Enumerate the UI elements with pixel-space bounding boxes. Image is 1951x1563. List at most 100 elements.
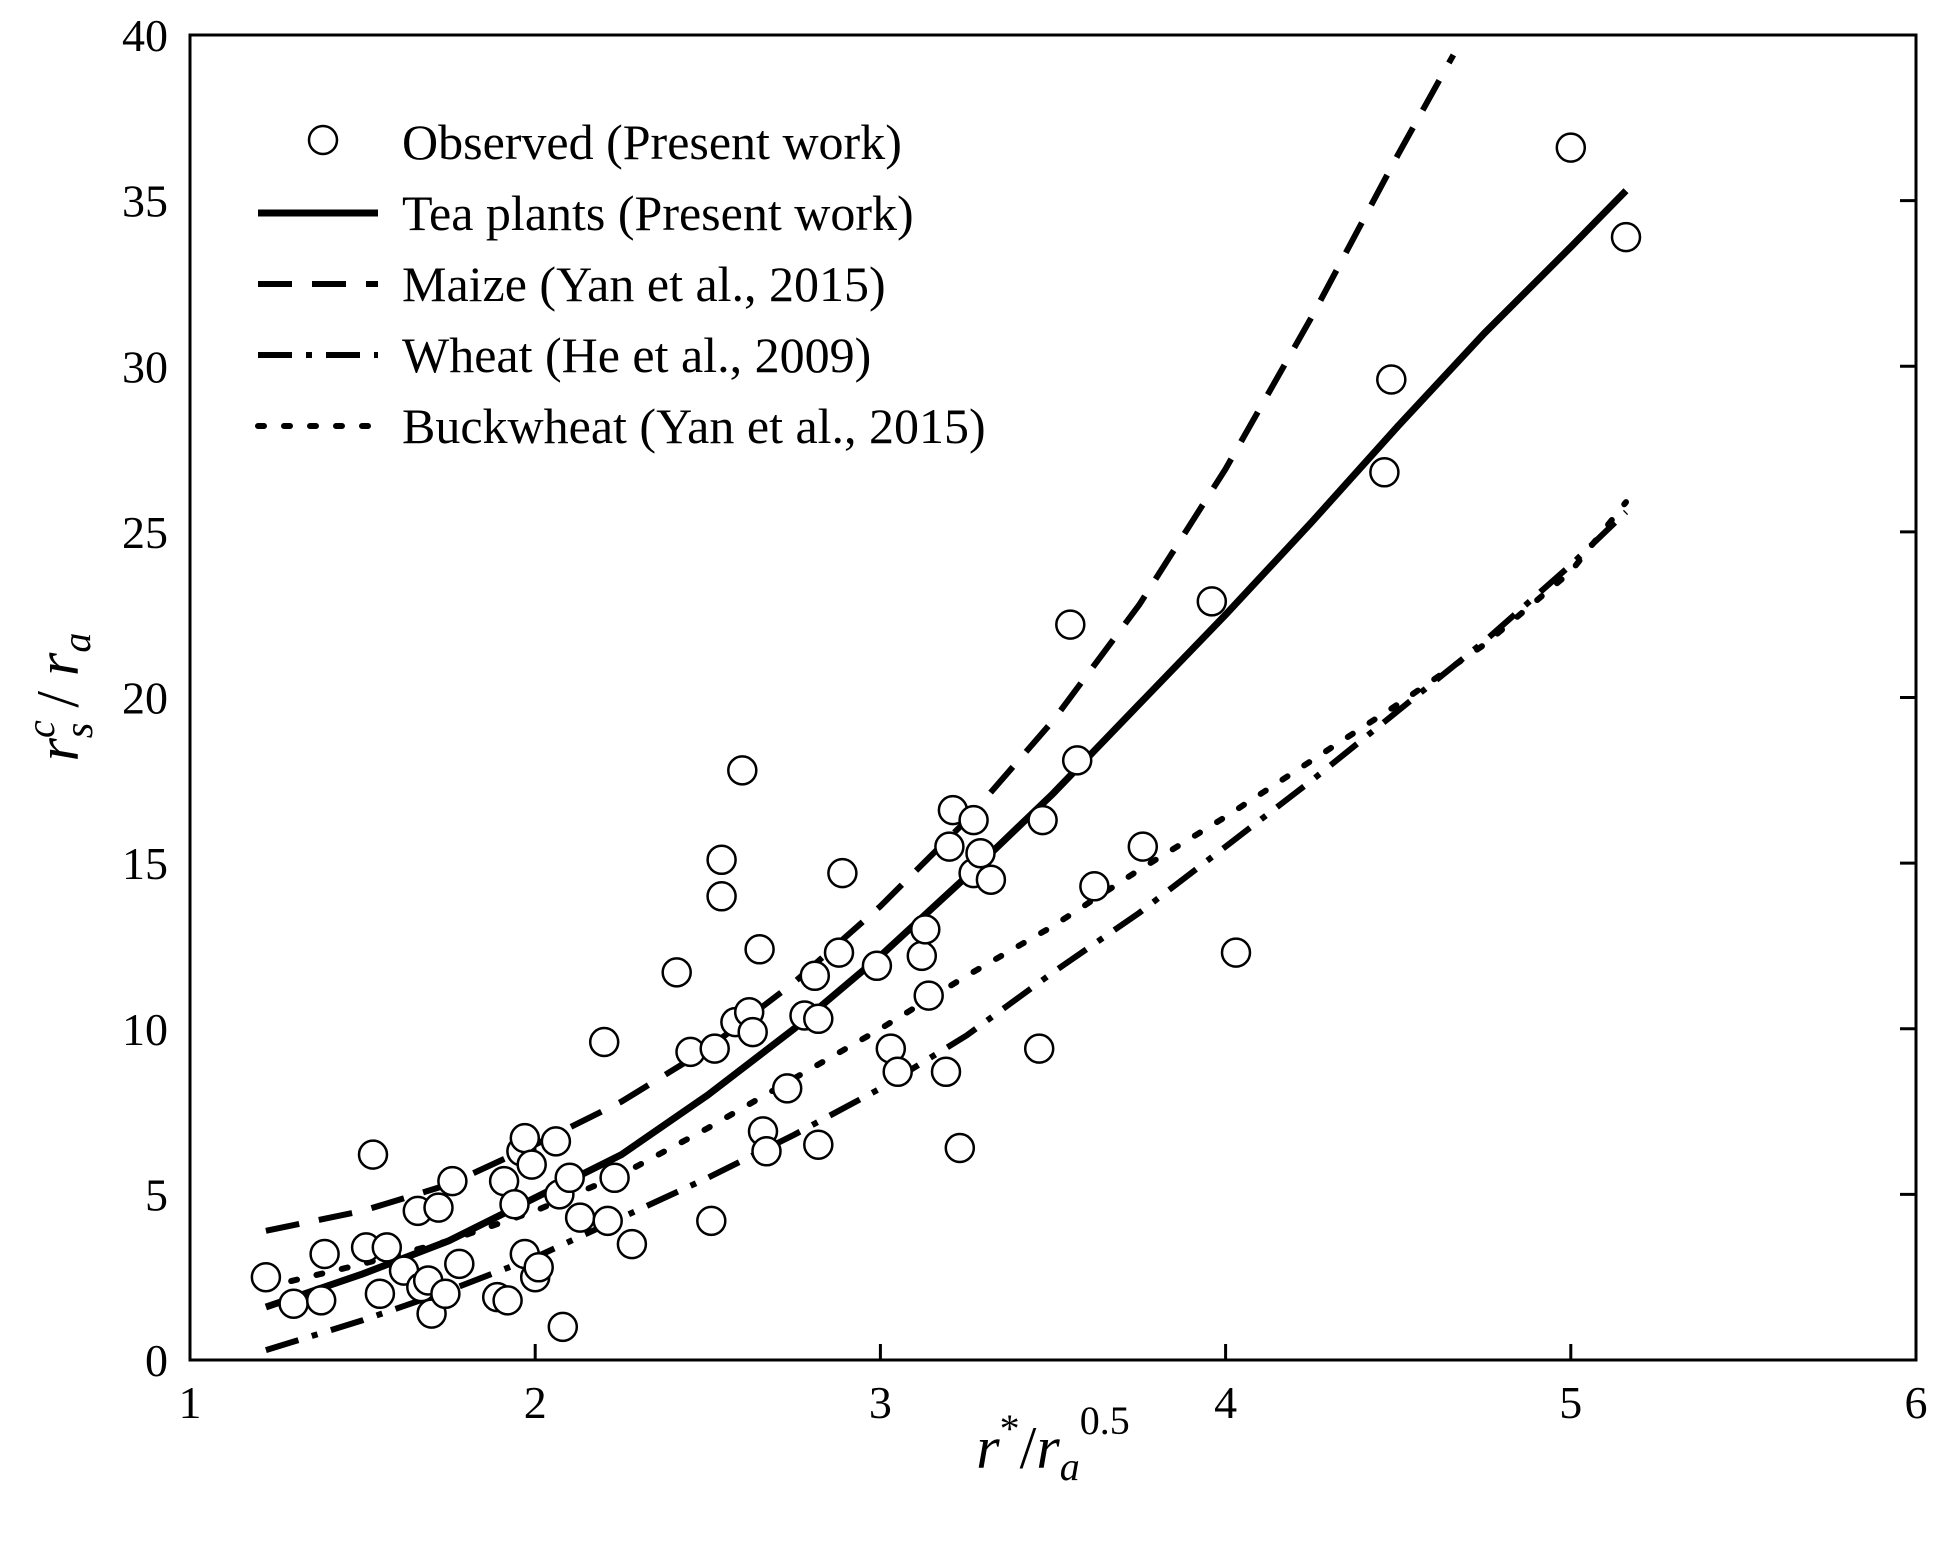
y-tick-label: 10 — [122, 1004, 168, 1055]
data-point — [616, 1228, 648, 1260]
data-point — [823, 937, 855, 968]
data-point — [364, 1278, 396, 1310]
x-axis-title-base: r — [976, 1415, 1000, 1481]
legend-item-observed: Observed (Present work) — [307, 114, 902, 170]
series-line-wheat — [265, 509, 1629, 1353]
data-point — [930, 1056, 962, 1088]
data-point — [771, 1073, 803, 1104]
data-point — [827, 857, 858, 889]
data-point — [751, 1136, 782, 1167]
data-point — [588, 1026, 620, 1058]
data-point — [744, 934, 775, 965]
y-tick-label: 15 — [122, 838, 168, 889]
data-point — [523, 1252, 554, 1283]
data-point — [357, 1139, 389, 1170]
data-point — [706, 881, 737, 912]
legend-label: Wheat (He et al., 2009) — [402, 327, 871, 383]
data-point — [882, 1056, 913, 1088]
data-point — [737, 1016, 768, 1048]
x-tick-label: 1 — [179, 1377, 202, 1428]
data-point — [1376, 364, 1407, 395]
data-point — [444, 1248, 475, 1280]
y-axis-title-sub: s — [56, 723, 101, 739]
y-axis-title: rcs / ra — [18, 633, 101, 762]
data-point — [965, 837, 996, 869]
data-point — [1610, 221, 1642, 253]
x-tick-label: 2 — [524, 1377, 547, 1428]
x-axis-title-slash: / — [1020, 1415, 1037, 1481]
data-point — [1079, 871, 1110, 902]
y-tick-label: 5 — [145, 1169, 168, 1220]
data-point — [1369, 457, 1400, 488]
legend-label: Maize (Yan et al., 2015) — [402, 256, 886, 312]
data-point — [958, 804, 989, 836]
y-axis-ticks: 0 5 10 15 20 25 30 35 40 — [122, 10, 1916, 1386]
data-point — [1555, 132, 1587, 163]
data-point — [727, 755, 758, 786]
data-point — [309, 1238, 340, 1270]
data-point — [803, 1129, 834, 1160]
data-point — [499, 1189, 530, 1220]
legend-label: Observed (Present work) — [402, 114, 902, 170]
data-point — [1055, 609, 1086, 640]
y-axis-title-sup: c — [18, 720, 63, 738]
data-point — [371, 1232, 403, 1263]
data-point — [1027, 804, 1058, 836]
data-point — [944, 1132, 976, 1164]
x-tick-label: 3 — [869, 1377, 892, 1428]
data-point — [564, 1202, 596, 1233]
data-point — [1220, 937, 1252, 968]
y-tick-label: 0 — [145, 1335, 168, 1386]
data-point — [509, 1122, 541, 1154]
data-point — [1061, 745, 1093, 776]
data-point — [599, 1162, 630, 1194]
data-point — [430, 1278, 461, 1310]
legend: Observed (Present work) Tea plants (Prese… — [255, 114, 986, 454]
data-point — [696, 1205, 727, 1237]
data-point — [540, 1126, 572, 1157]
data-point — [516, 1149, 547, 1180]
legend-item-buckwheat: Buckwheat (Yan et al., 2015) — [255, 398, 986, 454]
data-point — [423, 1192, 454, 1223]
data-point — [278, 1288, 309, 1319]
x-axis-title-star: * — [1000, 1406, 1020, 1451]
x-tick-label: 6 — [1905, 1377, 1928, 1428]
y-axis-title-denom: r — [25, 652, 91, 676]
data-point — [1196, 586, 1228, 617]
y-tick-label: 35 — [122, 176, 168, 227]
data-point — [492, 1285, 523, 1316]
x-axis-title-denom: r — [1036, 1415, 1060, 1481]
data-point — [1127, 831, 1159, 862]
data-point — [975, 864, 1007, 895]
series-points — [250, 132, 1642, 1343]
x-axis-title-exponent: 0.5 — [1080, 1398, 1130, 1443]
y-axis-title-denom-sub: a — [54, 633, 99, 653]
data-point — [661, 957, 692, 988]
data-point — [910, 914, 941, 945]
data-point — [803, 1003, 834, 1035]
data-point — [592, 1205, 623, 1237]
legend-item-maize: Maize (Yan et al., 2015) — [258, 256, 886, 312]
legend-item-tea: Tea plants (Present work) — [258, 185, 914, 241]
data-point — [799, 960, 831, 992]
data-point — [250, 1261, 282, 1293]
x-axis-title: r*/ra0.5 — [976, 1398, 1129, 1489]
legend-marker-circle — [307, 124, 339, 156]
y-tick-label: 20 — [122, 673, 168, 724]
y-axis-title-base: r — [25, 737, 91, 761]
series-line-maize — [265, 53, 1457, 1234]
x-tick-label: 4 — [1214, 1377, 1237, 1428]
x-axis-title-denom-sub: a — [1060, 1444, 1080, 1489]
data-point — [913, 980, 944, 1011]
x-tick-label: 5 — [1559, 1377, 1582, 1428]
y-tick-label: 25 — [122, 507, 168, 558]
data-point — [1023, 1033, 1055, 1064]
x-axis-ticks: 1 2 3 4 5 6 — [179, 1344, 1928, 1428]
data-point — [934, 831, 965, 862]
data-point — [305, 1285, 337, 1316]
y-axis-title-slash: / — [25, 676, 91, 723]
data-point — [699, 1033, 730, 1064]
y-tick-label: 30 — [122, 341, 168, 392]
